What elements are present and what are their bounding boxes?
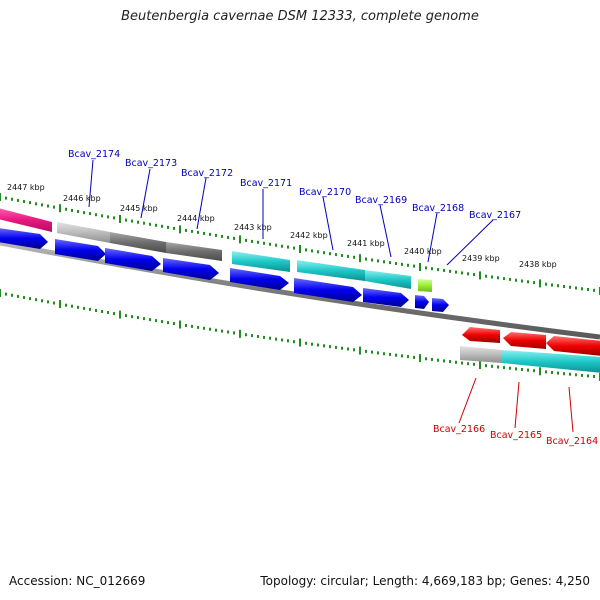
gene-block-light-gray[interactable] xyxy=(57,222,110,243)
position-ticks: 2447 kbp 2446 kbp 2445 kbp 2444 kbp 2443… xyxy=(7,183,557,269)
cds-arrow-reverse[interactable] xyxy=(546,336,600,356)
gene-leaders-top xyxy=(88,159,494,266)
tick-label: 2447 kbp xyxy=(7,183,45,192)
gene-label[interactable]: Bcav_2173 xyxy=(125,158,177,169)
gene-block-cyan[interactable] xyxy=(232,251,290,272)
cds-arrow-forward[interactable] xyxy=(432,298,449,312)
gene-label[interactable]: Bcav_2164 xyxy=(546,436,598,447)
cds-arrow-forward[interactable] xyxy=(105,248,161,271)
topology-summary: Topology: circular; Length: 4,669,183 bp… xyxy=(260,574,590,588)
leader-line xyxy=(88,159,94,208)
leader-line xyxy=(322,196,334,251)
gene-label[interactable]: Bcav_2166 xyxy=(433,424,485,435)
leader-line xyxy=(140,168,151,219)
gene-label[interactable]: Bcav_2165 xyxy=(490,430,542,441)
page-title: Beutenbergia cavernae DSM 12333, complet… xyxy=(121,9,479,24)
gene-labels-top: Bcav_2174 Bcav_2173 Bcav_2172 Bcav_2171 … xyxy=(68,149,521,221)
cds-arrow-forward[interactable] xyxy=(55,239,106,261)
gene-block-cyan[interactable] xyxy=(297,260,365,281)
feature-track-bottom xyxy=(460,346,600,373)
gene-label[interactable]: Bcav_2170 xyxy=(299,187,351,198)
gene-block-dark-gray[interactable] xyxy=(110,232,166,253)
leader-line xyxy=(458,377,477,424)
cds-reverse-track xyxy=(462,327,600,356)
tick-label: 2445 kbp xyxy=(120,204,158,213)
tick-label: 2443 kbp xyxy=(234,223,272,232)
feature-track-top xyxy=(0,208,432,292)
leader-line xyxy=(379,204,392,258)
gene-block-lime[interactable] xyxy=(418,279,432,292)
tick-label: 2438 kbp xyxy=(519,260,557,269)
cds-arrow-forward[interactable] xyxy=(363,288,409,307)
tick-label: 2441 kbp xyxy=(347,239,385,248)
cds-arrow-forward[interactable] xyxy=(415,295,429,309)
gene-labels-bottom: Bcav_2166 Bcav_2165 Bcav_2164 xyxy=(433,424,598,447)
tick-label: 2439 kbp xyxy=(462,254,500,263)
gene-leaders-bottom xyxy=(458,377,574,433)
gene-label[interactable]: Bcav_2171 xyxy=(240,178,292,189)
gene-label[interactable]: Bcav_2169 xyxy=(355,195,407,206)
tick-label: 2444 kbp xyxy=(177,214,215,223)
cds-arrow-forward[interactable] xyxy=(163,258,219,280)
gene-block-cyan[interactable] xyxy=(365,270,411,289)
accession-label: Accession: NC_012669 xyxy=(9,574,146,588)
gene-block-dark-gray[interactable] xyxy=(166,242,222,261)
gene-block-cyan[interactable] xyxy=(502,350,600,373)
tick-track-outer xyxy=(0,193,600,295)
gene-label[interactable]: Bcav_2172 xyxy=(181,168,233,179)
leader-line xyxy=(568,386,574,433)
gene-block-magenta[interactable] xyxy=(0,208,52,232)
leader-line xyxy=(514,381,520,429)
leader-line xyxy=(446,219,494,266)
tick-track-inner xyxy=(0,289,600,381)
tick-label: 2442 kbp xyxy=(290,231,328,240)
gene-block-light-gray[interactable] xyxy=(460,346,502,363)
cds-arrow-forward[interactable] xyxy=(294,278,362,302)
tick-label: 2440 kbp xyxy=(404,247,442,256)
cds-arrow-reverse[interactable] xyxy=(462,327,500,343)
cds-arrow-forward[interactable] xyxy=(230,268,289,290)
gene-label[interactable]: Bcav_2174 xyxy=(68,149,120,160)
gene-label[interactable]: Bcav_2168 xyxy=(412,203,464,214)
gene-label[interactable]: Bcav_2167 xyxy=(469,210,521,221)
tick-label: 2446 kbp xyxy=(63,194,101,203)
leader-line xyxy=(196,177,207,230)
cds-arrow-reverse[interactable] xyxy=(503,332,546,349)
cds-arrow-forward[interactable] xyxy=(0,228,48,249)
cds-forward-track xyxy=(0,228,449,312)
leader-line xyxy=(427,212,438,263)
